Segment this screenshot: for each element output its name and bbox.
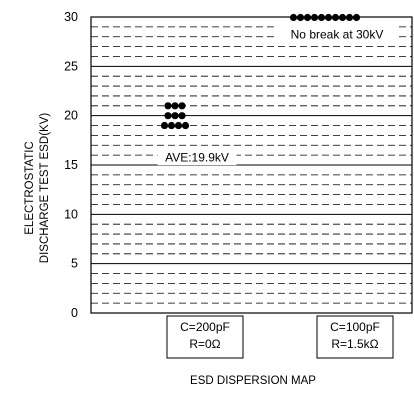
annotations: AVE:19.9kV No break at 30kV	[157, 25, 398, 166]
grid-lines	[91, 26, 412, 304]
chart-caption: ESD DISPERSION MAP	[190, 375, 316, 387]
category-label: C=100pF	[330, 320, 380, 334]
y-tick-label: 30	[64, 10, 78, 24]
y-axis-title-line-2: DISCHARGE TEST ESD(KV)	[39, 113, 51, 264]
category-label: R=1.5kΩ	[331, 337, 378, 351]
category-box	[166, 315, 244, 359]
annotation-label: AVE:19.9kV	[165, 151, 229, 165]
y-axis-title-line-1: ELECTROSTATIC	[24, 141, 36, 235]
y-tick-label: 20	[64, 109, 78, 123]
data-point	[164, 102, 172, 110]
annotation-background	[276, 25, 398, 42]
y-tick-label: 5	[71, 257, 78, 271]
category-box	[316, 315, 394, 359]
y-tick-labels: 0 5 10 15 20 25 30	[64, 10, 78, 320]
y-tick-label: 25	[64, 59, 78, 73]
annotation-label: No break at 30kV	[291, 27, 384, 41]
y-tick-label: 15	[64, 158, 78, 172]
data-point	[178, 102, 186, 110]
x-category-labels: C=200pF R=0Ω C=100pF R=1.5kΩ	[166, 315, 394, 359]
data-point	[171, 112, 179, 120]
data-point	[164, 112, 172, 120]
data-point	[174, 121, 183, 130]
plot-area-frame	[90, 16, 413, 314]
data-point	[178, 112, 186, 120]
y-tick-label: 0	[71, 306, 78, 320]
category-label: R=0Ω	[189, 337, 220, 351]
annotation-background	[157, 149, 237, 166]
y-tick-label: 10	[64, 207, 78, 221]
data-point	[181, 121, 190, 130]
data-point	[160, 121, 169, 130]
category-label: C=200pF	[180, 320, 230, 334]
data-point	[171, 102, 179, 110]
data-point	[167, 121, 176, 130]
